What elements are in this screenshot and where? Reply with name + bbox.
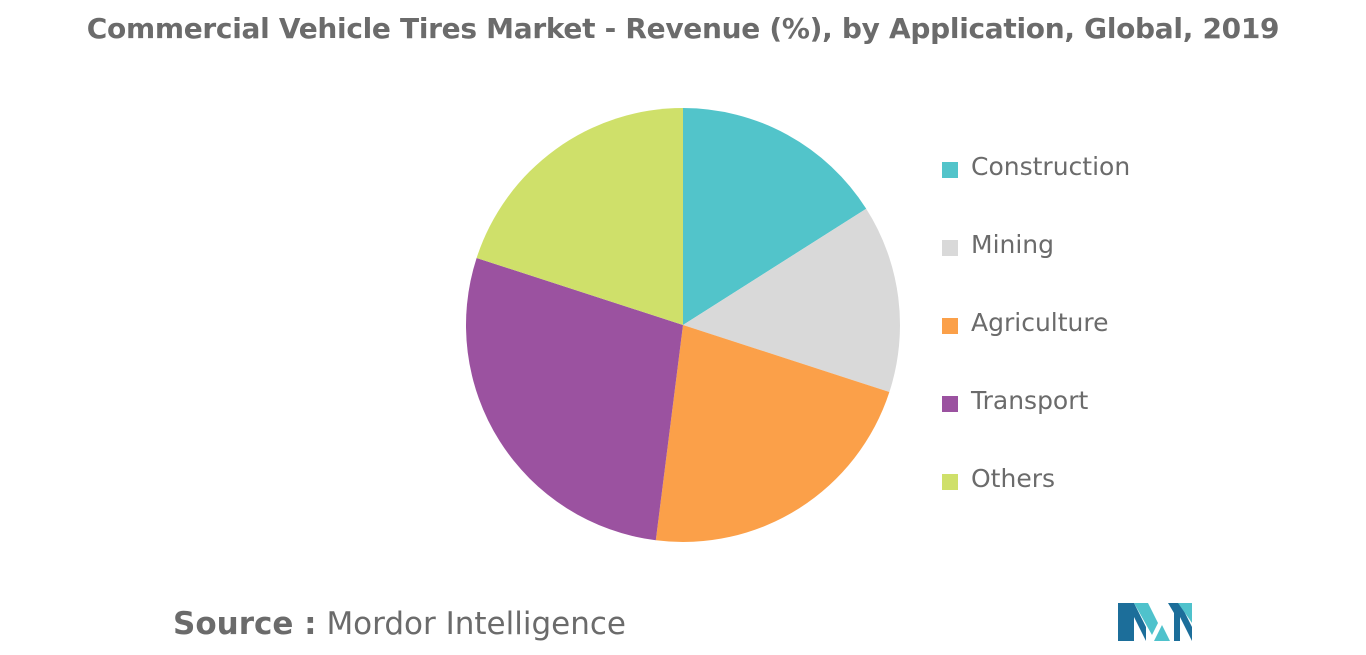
logo-shape-4 [1168, 603, 1192, 641]
pie-slice-transport [465, 257, 683, 541]
pie-slice-construction [683, 108, 867, 325]
source-text: Mordor Intelligence [326, 606, 626, 642]
legend-label: Construction [971, 152, 1131, 181]
pie-slice-others [476, 108, 683, 325]
legend-swatch [942, 240, 958, 256]
logo-shape-1 [1118, 603, 1146, 641]
legend-swatch [942, 162, 958, 178]
legend-swatch [942, 396, 958, 412]
mordor-intelligence-logo [1118, 603, 1192, 641]
logo-shape-5 [1178, 603, 1192, 623]
legend-swatch [942, 318, 958, 334]
legend-label: Others [971, 464, 1056, 493]
logo-shape-2 [1134, 603, 1158, 635]
chart-title: Commercial Vehicle Tires Market - Revenu… [86, 12, 1280, 45]
legend-label: Agriculture [971, 308, 1109, 337]
legend-label: Transport [971, 386, 1089, 415]
pie-slice-agriculture [655, 325, 890, 542]
logo-shape-3 [1154, 625, 1170, 641]
source-note: Source : Mordor Intelligence [173, 606, 626, 642]
pie-slice-mining [683, 208, 901, 393]
source-prefix: Source : [173, 606, 317, 642]
legend-label: Mining [971, 230, 1055, 259]
legend-swatch [942, 474, 958, 490]
